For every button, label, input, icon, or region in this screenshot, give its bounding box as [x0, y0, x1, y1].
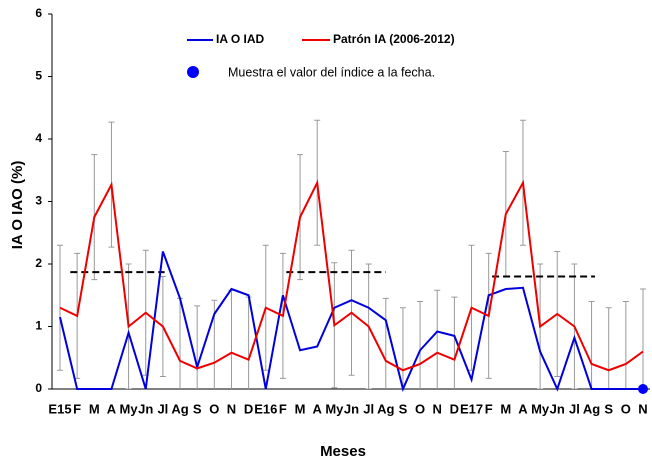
x-tick-label: My	[531, 401, 550, 416]
x-tick-label: Jn	[138, 401, 153, 416]
x-tick-label: M	[295, 401, 306, 416]
x-tick-label: O	[209, 401, 219, 416]
x-tick-label: N	[433, 401, 442, 416]
legend-label: IA O IAD	[216, 32, 265, 46]
x-tick-label: Jl	[157, 401, 168, 416]
x-tick-label: A	[313, 401, 323, 416]
note-marker	[187, 66, 199, 78]
x-tick-label: F	[73, 401, 81, 416]
x-tick-label: Jl	[569, 401, 580, 416]
x-tick-label: Jl	[363, 401, 374, 416]
x-tick-label: S	[193, 401, 202, 416]
y-label: IA O IAO (%)	[9, 161, 26, 250]
x-tick-label: M	[500, 401, 511, 416]
x-tick-label: A	[107, 401, 117, 416]
x-tick-label: Ag	[377, 401, 394, 416]
x-tick-label: E15	[48, 401, 71, 416]
current-value	[638, 384, 648, 394]
y-tick-label: 2	[35, 256, 42, 270]
x-tick-label: F	[485, 401, 493, 416]
x-tick-label: O	[621, 401, 631, 416]
x-tick-label: S	[604, 401, 613, 416]
x-tick-label: N	[227, 401, 236, 416]
x-tick-label: Ag	[171, 401, 188, 416]
y-tick-label: 4	[35, 131, 42, 145]
x-tick-label: My	[325, 401, 344, 416]
y-tick-label: 3	[35, 194, 42, 208]
y-tick-label: 5	[35, 69, 42, 83]
x-tick-label: N	[638, 401, 647, 416]
x-tick-label: O	[415, 401, 425, 416]
x-tick-label: E16	[254, 401, 277, 416]
y-tick-label: 1	[35, 319, 42, 333]
x-tick-label: E17	[460, 401, 483, 416]
x-tick-label: My	[120, 401, 139, 416]
x-tick-label: Ag	[583, 401, 600, 416]
y-tick-label: 0	[35, 381, 42, 395]
x-tick-label: D	[450, 401, 459, 416]
series-line	[59, 179, 644, 372]
x-label: Meses	[320, 443, 366, 460]
y-tick-label: 6	[35, 6, 42, 20]
x-tick-label: M	[89, 401, 100, 416]
x-tick-label: F	[279, 401, 287, 416]
x-tick-label: A	[518, 401, 528, 416]
x-tick-label: Jn	[550, 401, 565, 416]
note: Muestra el valor del índice a la fecha.	[228, 65, 435, 79]
x-tick-label: D	[244, 401, 253, 416]
series-line	[59, 251, 643, 393]
x-tick-label: S	[399, 401, 408, 416]
legend-label: Patrón IA (2006-2012)	[333, 32, 455, 46]
x-tick-label: Jn	[344, 401, 359, 416]
